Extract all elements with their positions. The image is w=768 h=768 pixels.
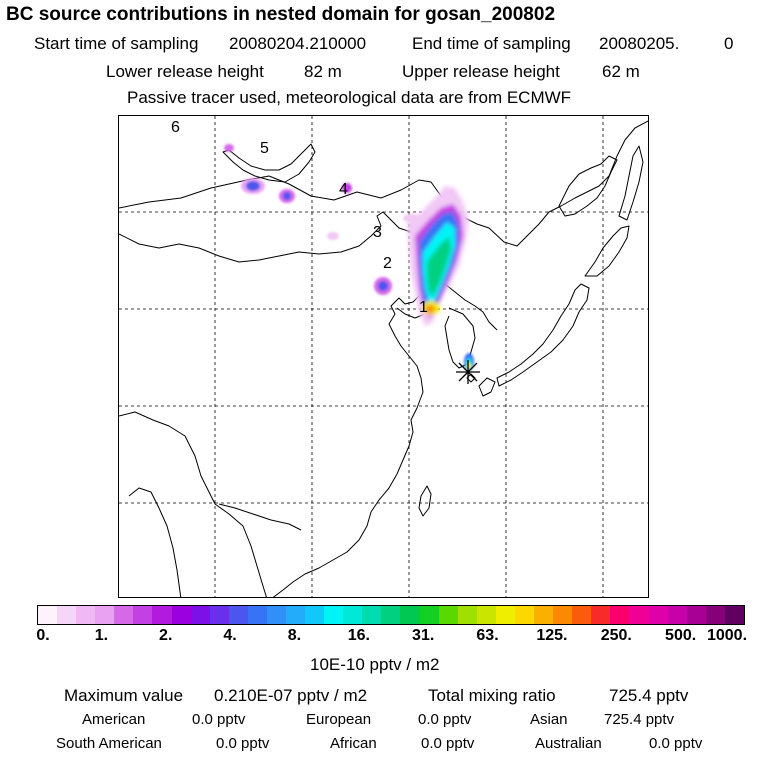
colorbar-cell (419, 606, 439, 624)
map-canvas: 6 5 4 3 2 1 (119, 116, 648, 597)
start-time-label: Start time of sampling (34, 34, 199, 53)
upper-height-value: 62 m (602, 62, 640, 81)
map-grid (119, 116, 648, 597)
upper-height-label: Upper release height (402, 62, 560, 81)
colorbar-cell (400, 606, 420, 624)
american-value: 0.0 pptv (192, 711, 246, 728)
colorbar-cell (76, 606, 96, 624)
colorbar-cell (514, 606, 535, 624)
african-value: 0.0 pptv (421, 735, 475, 752)
colorbar-cell (724, 606, 744, 624)
colorbar-cell (495, 606, 515, 624)
colorbar-cell (438, 606, 458, 624)
australian-label: Australian (535, 735, 602, 752)
colorbar-cell (476, 606, 496, 624)
max-value-label: Maximum value (64, 686, 184, 705)
colorbar-cell (95, 606, 115, 624)
colorbar-cell (629, 606, 649, 624)
colorbar (37, 605, 745, 625)
colorbar-cell (362, 606, 382, 624)
marker-6: 6 (171, 119, 180, 136)
start-time-value: 20080204.210000 (229, 34, 367, 53)
lower-height-label: Lower release height (106, 62, 264, 81)
total-mixing-label: Total mixing ratio (428, 686, 556, 705)
colorbar-cell (324, 606, 344, 624)
marker-2: 2 (383, 255, 392, 272)
south-american-value: 0.0 pptv (216, 735, 270, 752)
american-label: American (82, 711, 146, 728)
end-time-value: 20080205. (599, 34, 680, 53)
colorbar-tick-label: 8. (287, 627, 302, 644)
coastlines (119, 120, 648, 597)
colorbar-cell (686, 606, 706, 624)
colorbar-cell (133, 606, 153, 624)
colorbar-tick-label: 2. (159, 627, 173, 644)
colorbar-cell (667, 606, 687, 624)
colorbar-cell (190, 606, 210, 624)
marker-4: 4 (339, 181, 348, 198)
max-value: 0.210E-07 pptv / m2 (214, 686, 368, 705)
colorbar-cell (457, 606, 477, 624)
marker-5: 5 (260, 140, 269, 157)
colorbar-cell (57, 606, 77, 624)
receptor-star-icon (456, 360, 480, 384)
colorbar-tick-label: 250. (600, 627, 632, 644)
marker-1: 1 (419, 299, 428, 316)
colorbar-tick-label: 125. (536, 627, 568, 644)
colorbar-tick-label: 1. (94, 627, 109, 644)
colorbar-tick-label: 31. (412, 627, 435, 644)
colorbar-cell (228, 606, 248, 624)
asian-value: 725.4 pptv (604, 711, 675, 728)
page-title: BC source contributions in nested domain… (6, 4, 556, 25)
colorbar-cell (343, 606, 363, 624)
colorbar-cell (572, 606, 592, 624)
colorbar-unit: 10E-10 pptv / m2 (310, 655, 440, 674)
asian-label: Asian (530, 711, 568, 728)
colorbar-cell (286, 606, 306, 624)
map-panel: 6 5 4 3 2 1 (118, 115, 649, 598)
end-time-label: End time of sampling (412, 34, 571, 53)
colorbar-cell (648, 606, 668, 624)
colorbar-cell (266, 606, 287, 624)
south-american-label: South American (56, 735, 162, 752)
colorbar-cell (591, 606, 611, 624)
african-label: African (330, 735, 377, 752)
colorbar-tick-label: 16. (347, 627, 370, 644)
colorbar-tick-label: 1000. (706, 627, 748, 644)
colorbar-tick-label: 63. (476, 627, 499, 644)
colorbar-tick-label: 0. (36, 627, 50, 644)
total-mixing-value: 725.4 pptv (609, 686, 689, 705)
colorbar-cell (152, 606, 172, 624)
european-value: 0.0 pptv (418, 711, 472, 728)
plume-field (407, 186, 469, 326)
marker-3: 3 (373, 224, 382, 241)
colorbar-cell (171, 606, 191, 624)
colorbar-cell (38, 606, 58, 624)
colorbar-cell (247, 606, 267, 624)
colorbar-cell (610, 606, 630, 624)
australian-value: 0.0 pptv (649, 735, 703, 752)
colorbar-cell (114, 606, 134, 624)
colorbar-tick-label: 4. (223, 627, 237, 644)
colorbar-cell (705, 606, 725, 624)
colorbar-tick-label: 500. (665, 627, 697, 644)
lower-height-value: 82 m (304, 62, 342, 81)
colorbar-cell (534, 606, 554, 624)
tracer-note: Passive tracer used, meteorological data… (127, 88, 572, 107)
colorbar-cell (209, 606, 229, 624)
european-label: European (306, 711, 372, 728)
colorbar-cell (553, 606, 573, 624)
colorbar-cell (381, 606, 401, 624)
colorbar-cell (305, 606, 325, 624)
end-time-suffix: 0 (724, 34, 734, 53)
